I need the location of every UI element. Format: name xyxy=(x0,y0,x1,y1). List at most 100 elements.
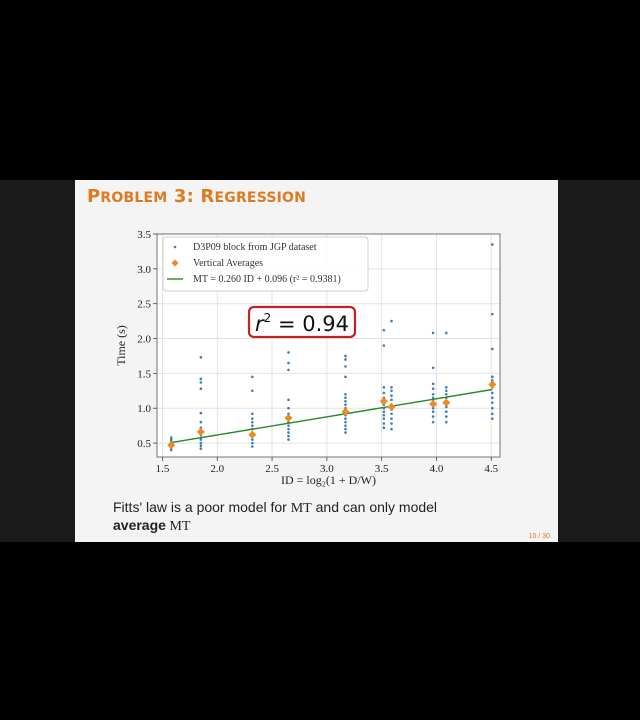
scatter-point xyxy=(431,410,435,414)
scatter-point xyxy=(251,441,254,445)
title-part: EGRESSION xyxy=(214,190,307,206)
scatter-point xyxy=(431,382,435,386)
scatter-point xyxy=(287,412,290,416)
average-marker xyxy=(341,407,350,416)
scatter-point xyxy=(431,420,435,424)
caption-line-2: average MT xyxy=(113,517,190,535)
scatter-point xyxy=(445,415,448,418)
scatter-point xyxy=(344,403,347,407)
scatter-point xyxy=(287,438,290,441)
scatter-point xyxy=(344,392,347,396)
scatter-point xyxy=(382,422,386,425)
scatter-point xyxy=(445,420,448,424)
scatter-point xyxy=(199,444,203,448)
scatter-point xyxy=(251,424,254,427)
x-tick-label: 1.5 xyxy=(156,463,170,475)
scatter-point xyxy=(390,422,393,425)
scatter-point xyxy=(251,445,254,448)
scatter-point xyxy=(287,398,290,402)
legend-box xyxy=(162,236,369,292)
y-tick-label: 2.5 xyxy=(137,299,151,311)
scatter-point xyxy=(390,398,393,402)
scatter-point xyxy=(199,420,203,424)
presentation-slide: PROBLEM 3: REGRESSION 1.5 2.0 2.5 3.0 3.5 4.0… xyxy=(75,180,558,542)
scatter-point xyxy=(445,386,448,389)
scatter-point xyxy=(287,361,290,365)
scatter-point xyxy=(445,410,448,414)
scatter-point xyxy=(344,399,347,403)
scatter-point xyxy=(445,331,448,335)
scatter-point xyxy=(431,387,435,391)
r-squared-text: r2 = 0.94 xyxy=(255,311,349,336)
x-axis-label: ID = log₂(1 + D/W) xyxy=(281,473,376,487)
x-tick-label: 3.0 xyxy=(320,463,334,475)
caption-text: and can only model xyxy=(311,499,438,515)
caption-emphasis: average xyxy=(113,517,166,533)
scatter-point xyxy=(382,426,386,430)
y-axis-label: Time (s) xyxy=(114,325,128,366)
y-tick-label: 0.5 xyxy=(137,438,151,450)
scatter-point xyxy=(199,426,203,430)
average-marker xyxy=(429,400,438,409)
scatter-point xyxy=(382,410,386,414)
scatter-point xyxy=(344,365,347,368)
fit-line-layer xyxy=(171,388,493,444)
scatter-point xyxy=(344,417,347,420)
r-squared-superscript: 2 xyxy=(264,311,272,325)
scatter-point xyxy=(344,396,347,400)
x-tick-label: 2.0 xyxy=(210,463,224,475)
scatter-point xyxy=(199,377,203,381)
average-marker xyxy=(196,427,205,436)
scatter-point xyxy=(382,386,386,389)
average-marker xyxy=(442,398,451,407)
page-number: 10 / 30 xyxy=(528,533,550,540)
scatter-point xyxy=(199,447,203,450)
average-marker xyxy=(379,397,388,406)
fit-line xyxy=(171,388,493,444)
scatter-point xyxy=(491,406,494,410)
scatter-point xyxy=(445,389,448,393)
scatter-point xyxy=(199,441,203,445)
scatter-point xyxy=(431,366,435,370)
right-letterbox xyxy=(558,180,640,542)
regression-chart: 1.5 2.0 2.5 3.0 3.5 4.0 4.5 0.5 1.0 1.5 2.0 2.5 3.0 3… xyxy=(114,229,501,487)
scatter-point xyxy=(287,351,290,354)
scatter-point xyxy=(169,436,173,439)
scatter-point xyxy=(390,412,393,416)
scatter-point xyxy=(251,438,254,441)
scatter-point xyxy=(287,434,290,438)
scatter-point xyxy=(382,328,386,332)
average-marker xyxy=(284,413,293,422)
scatter-point xyxy=(431,331,435,335)
scatter-point xyxy=(344,358,347,361)
title-part: 3: xyxy=(167,186,201,207)
scatter-point xyxy=(491,243,494,246)
scatter-point xyxy=(344,431,347,434)
y-tick-label: 1.0 xyxy=(137,403,151,415)
average-marker xyxy=(387,402,396,411)
scatter-point xyxy=(491,391,494,395)
y-tick-label: 3.0 xyxy=(137,264,151,276)
scatter-point xyxy=(491,379,494,382)
scatter-point xyxy=(199,356,203,359)
r-squared-symbol: r xyxy=(255,312,265,336)
axis-ticks: 1.5 2.0 2.5 3.0 3.5 4.0 4.5 0.5 1.0 1.5 2.0 2.5 3.0 3… xyxy=(137,229,498,475)
left-letterbox xyxy=(0,180,75,542)
legend-label-points: D3P09 block from JGP dataset xyxy=(193,242,317,253)
scatter-point xyxy=(390,386,393,389)
scatter-point xyxy=(251,375,254,379)
y-tick-label: 1.5 xyxy=(137,368,151,380)
caption-line-1: Fitts' law is a poor model for MT and ca… xyxy=(113,498,513,518)
average-marker xyxy=(488,380,497,389)
scatter-point xyxy=(251,389,254,393)
r-squared-value: = 0.94 xyxy=(271,312,349,336)
average-marker xyxy=(167,441,176,450)
scatter-point xyxy=(344,427,347,431)
title-part: P xyxy=(87,186,101,207)
scatter-point xyxy=(491,347,494,351)
scatter-point xyxy=(445,392,448,396)
scatter-point xyxy=(491,412,494,416)
y-tick-label: 3.5 xyxy=(137,229,151,241)
scatter-point xyxy=(390,394,393,397)
